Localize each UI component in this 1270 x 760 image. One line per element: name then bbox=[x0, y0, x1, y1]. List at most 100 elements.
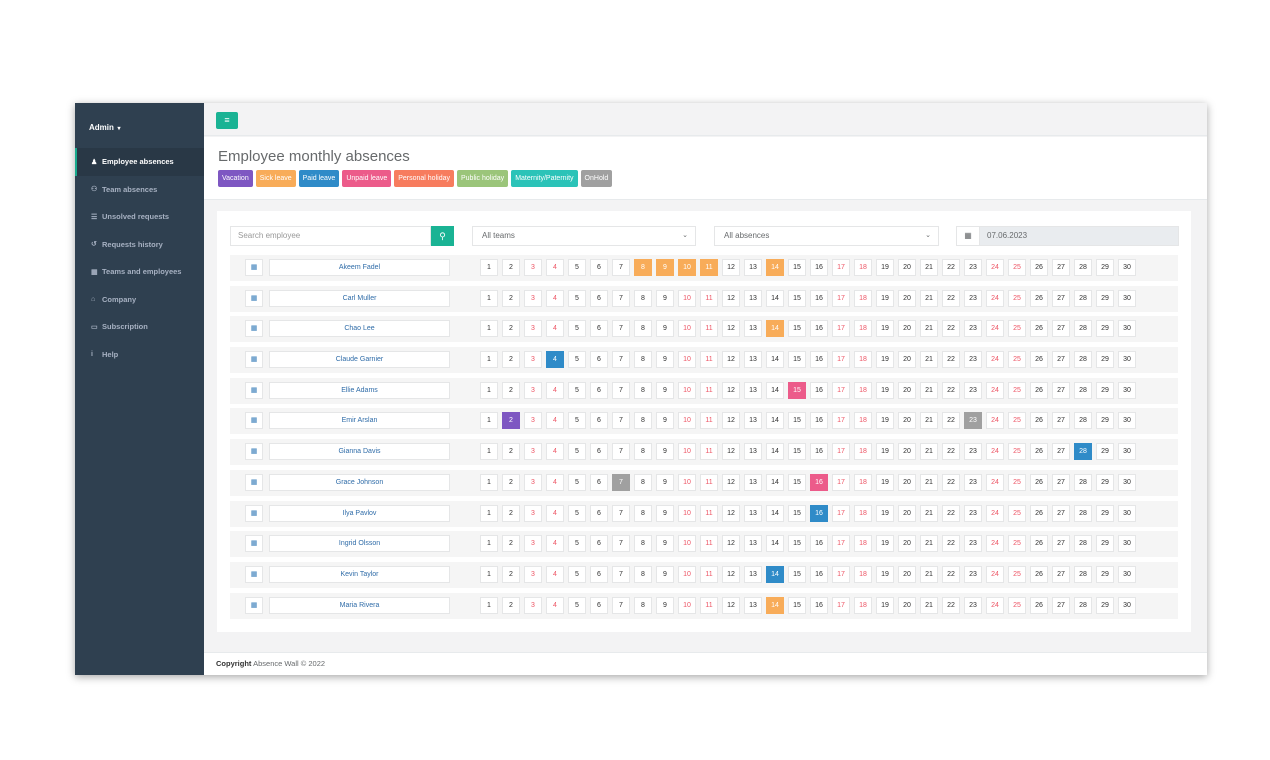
absences-select[interactable]: All absences ⌄ bbox=[714, 226, 939, 246]
day-cell[interactable]: 1 bbox=[480, 565, 498, 583]
day-cell[interactable]: 25 bbox=[1008, 535, 1026, 553]
day-cell[interactable]: 28 bbox=[1074, 320, 1092, 338]
calendar-icon[interactable]: ▦ bbox=[245, 412, 263, 430]
day-cell[interactable]: 6 bbox=[590, 381, 608, 399]
day-cell[interactable]: 5 bbox=[568, 504, 586, 522]
day-cell[interactable]: 20 bbox=[898, 504, 916, 522]
employee-name[interactable]: Ellie Adams bbox=[269, 381, 450, 399]
day-cell[interactable]: 13 bbox=[744, 412, 762, 430]
calendar-icon[interactable]: ▦ bbox=[245, 473, 263, 491]
day-cell[interactable]: 4 bbox=[546, 535, 564, 553]
day-cell[interactable]: 13 bbox=[744, 259, 762, 276]
day-cell[interactable]: 29 bbox=[1096, 351, 1114, 369]
day-cell[interactable]: 15 bbox=[788, 259, 806, 276]
day-cell[interactable]: 28 bbox=[1074, 412, 1092, 430]
day-cell[interactable]: 4 bbox=[546, 565, 564, 583]
day-cell[interactable]: 15 bbox=[788, 565, 806, 583]
day-cell[interactable]: 11 bbox=[700, 289, 718, 307]
day-cell[interactable]: 5 bbox=[568, 381, 586, 399]
day-cell[interactable]: 13 bbox=[744, 351, 762, 369]
day-cell[interactable]: 7 bbox=[612, 289, 630, 307]
day-cell[interactable]: 13 bbox=[744, 443, 762, 461]
day-cell[interactable]: 30 bbox=[1118, 535, 1136, 553]
day-cell[interactable]: 9 bbox=[656, 443, 674, 461]
day-cell[interactable]: 24 bbox=[986, 504, 1004, 522]
day-cell[interactable]: 9 bbox=[656, 596, 674, 614]
day-cell[interactable]: 27 bbox=[1052, 412, 1070, 430]
day-cell-absence[interactable]: 2 bbox=[502, 412, 520, 430]
day-cell[interactable]: 9 bbox=[656, 412, 674, 430]
day-cell[interactable]: 20 bbox=[898, 535, 916, 553]
calendar-icon[interactable]: ▦ bbox=[245, 535, 263, 553]
employee-name[interactable]: Emir Arslan bbox=[269, 412, 450, 430]
day-cell[interactable]: 6 bbox=[590, 289, 608, 307]
day-cell[interactable]: 4 bbox=[546, 443, 564, 461]
day-cell[interactable]: 23 bbox=[964, 473, 982, 491]
day-cell[interactable]: 5 bbox=[568, 535, 586, 553]
day-cell[interactable]: 16 bbox=[810, 351, 828, 369]
day-cell[interactable]: 7 bbox=[612, 443, 630, 461]
day-cell[interactable]: 28 bbox=[1074, 596, 1092, 614]
sidebar-item-company[interactable]: ⌂ Company bbox=[75, 286, 204, 314]
day-cell[interactable]: 20 bbox=[898, 381, 916, 399]
day-cell[interactable]: 26 bbox=[1030, 259, 1048, 276]
day-cell[interactable]: 23 bbox=[964, 259, 982, 276]
day-cell[interactable]: 16 bbox=[810, 565, 828, 583]
day-cell[interactable]: 11 bbox=[700, 381, 718, 399]
day-cell[interactable]: 4 bbox=[546, 412, 564, 430]
day-cell[interactable]: 26 bbox=[1030, 412, 1048, 430]
day-cell[interactable]: 29 bbox=[1096, 596, 1114, 614]
day-cell[interactable]: 3 bbox=[524, 381, 542, 399]
day-cell[interactable]: 27 bbox=[1052, 381, 1070, 399]
day-cell[interactable]: 4 bbox=[546, 381, 564, 399]
day-cell[interactable]: 16 bbox=[810, 289, 828, 307]
day-cell[interactable]: 7 bbox=[612, 381, 630, 399]
day-cell[interactable]: 9 bbox=[656, 351, 674, 369]
day-cell[interactable]: 20 bbox=[898, 351, 916, 369]
day-cell[interactable]: 6 bbox=[590, 535, 608, 553]
day-cell[interactable]: 16 bbox=[810, 320, 828, 338]
day-cell[interactable]: 12 bbox=[722, 596, 740, 614]
day-cell[interactable]: 1 bbox=[480, 443, 498, 461]
day-cell[interactable]: 25 bbox=[1008, 504, 1026, 522]
day-cell[interactable]: 17 bbox=[832, 443, 850, 461]
day-cell[interactable]: 22 bbox=[942, 320, 960, 338]
day-cell[interactable]: 29 bbox=[1096, 289, 1114, 307]
day-cell-absence[interactable]: 15 bbox=[788, 381, 806, 399]
day-cell[interactable]: 26 bbox=[1030, 289, 1048, 307]
sidebar-item-requests-history[interactable]: ↺ Requests history bbox=[75, 231, 204, 259]
day-cell[interactable]: 25 bbox=[1008, 289, 1026, 307]
day-cell[interactable]: 16 bbox=[810, 443, 828, 461]
day-cell[interactable]: 21 bbox=[920, 289, 938, 307]
day-cell[interactable]: 19 bbox=[876, 596, 894, 614]
day-cell[interactable]: 25 bbox=[1008, 596, 1026, 614]
day-cell[interactable]: 3 bbox=[524, 565, 542, 583]
day-cell[interactable]: 17 bbox=[832, 473, 850, 491]
day-cell[interactable]: 10 bbox=[678, 320, 696, 338]
day-cell[interactable]: 9 bbox=[656, 535, 674, 553]
day-cell[interactable]: 26 bbox=[1030, 504, 1048, 522]
day-cell[interactable]: 19 bbox=[876, 473, 894, 491]
day-cell[interactable]: 4 bbox=[546, 259, 564, 276]
day-cell[interactable]: 18 bbox=[854, 351, 872, 369]
day-cell[interactable]: 12 bbox=[722, 443, 740, 461]
day-cell[interactable]: 18 bbox=[854, 565, 872, 583]
date-field[interactable]: 07.06.2023 bbox=[979, 226, 1179, 246]
day-cell-absence[interactable]: 8 bbox=[634, 259, 652, 276]
day-cell[interactable]: 14 bbox=[766, 289, 784, 307]
day-cell[interactable]: 12 bbox=[722, 535, 740, 553]
day-cell[interactable]: 29 bbox=[1096, 381, 1114, 399]
day-cell[interactable]: 11 bbox=[700, 535, 718, 553]
day-cell[interactable]: 5 bbox=[568, 596, 586, 614]
search-button[interactable]: ⚲ bbox=[431, 226, 454, 246]
day-cell[interactable]: 21 bbox=[920, 565, 938, 583]
day-cell[interactable]: 22 bbox=[942, 565, 960, 583]
day-cell[interactable]: 24 bbox=[986, 351, 1004, 369]
day-cell[interactable]: 16 bbox=[810, 535, 828, 553]
day-cell[interactable]: 1 bbox=[480, 412, 498, 430]
day-cell[interactable]: 4 bbox=[546, 289, 564, 307]
day-cell[interactable]: 25 bbox=[1008, 381, 1026, 399]
day-cell-absence[interactable]: 11 bbox=[700, 259, 718, 276]
day-cell[interactable]: 1 bbox=[480, 351, 498, 369]
day-cell[interactable]: 2 bbox=[502, 289, 520, 307]
